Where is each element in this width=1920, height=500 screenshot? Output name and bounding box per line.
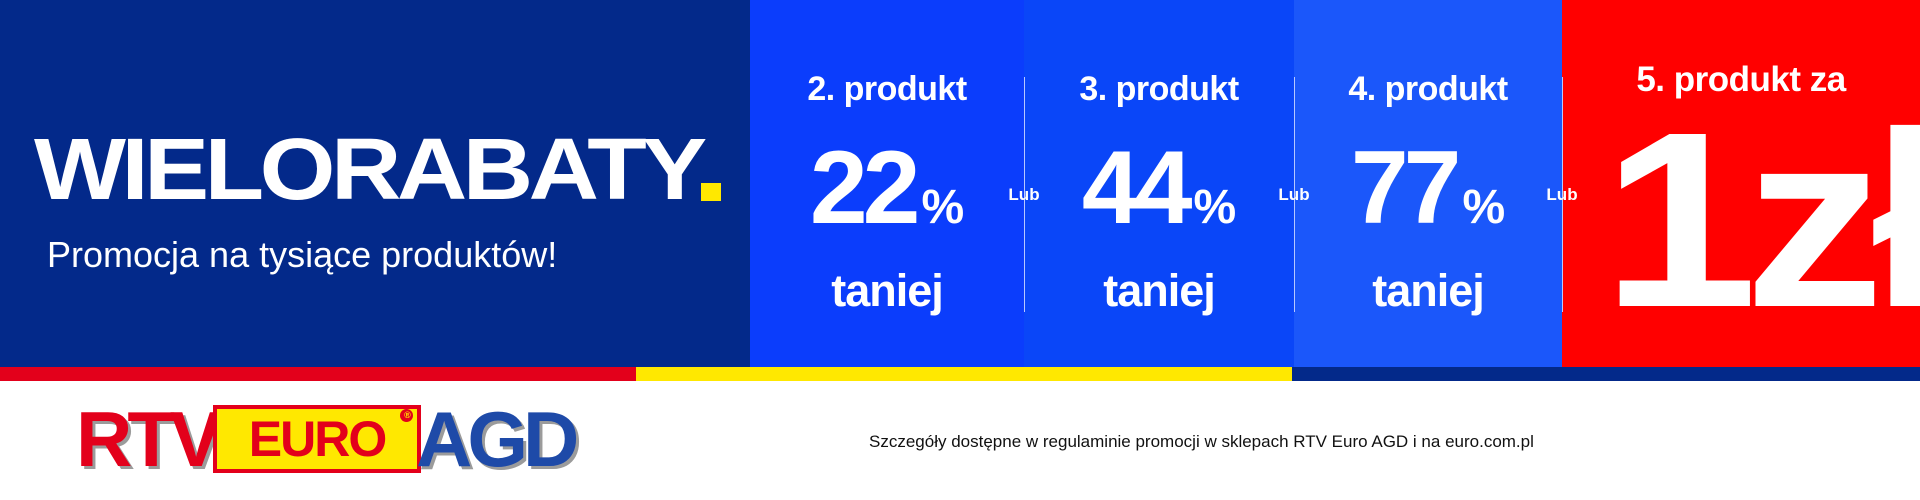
separator-label: Lub — [1546, 185, 1578, 204]
hero-title-dot — [701, 183, 721, 201]
offer-discount: 44% — [1024, 136, 1294, 240]
offer-divider — [1024, 77, 1025, 312]
promo-banner: WIELORABATY Promocja na tysiące produktó… — [0, 0, 1920, 367]
offer-discount: 77% — [1294, 136, 1562, 240]
discount-value: 77 — [1350, 130, 1462, 246]
offer-divider — [1562, 77, 1563, 312]
percent-sign: % — [1462, 181, 1506, 234]
logo-euro-box: EURO ® — [213, 405, 421, 473]
percent-sign: % — [921, 181, 965, 234]
offer-subtitle: taniej — [1103, 265, 1216, 316]
offer-title: 2. produkt — [807, 70, 967, 108]
logo-rtv-text: RTV — [76, 395, 222, 483]
offer-4th-product: 4. produkt 77% taniej — [1294, 0, 1562, 367]
offer-2nd-product: 2. produkt 22% taniej — [750, 0, 1024, 367]
stripe-red — [0, 367, 636, 381]
hero-subtitle: Promocja na tysiące produktów! — [47, 234, 558, 275]
offer-subtitle: taniej — [831, 265, 944, 316]
offer-title: 5. produkt za — [1636, 60, 1846, 99]
offer-price: 1zł — [1602, 80, 1920, 359]
offer-title: 3. produkt — [1079, 70, 1239, 108]
stripe-yellow — [636, 367, 1292, 381]
offer-3rd-product: 3. produkt 44% taniej — [1024, 0, 1294, 367]
hero-panel: WIELORABATY Promocja na tysiące produktó… — [0, 0, 750, 367]
hero-title: WIELORABATY — [34, 121, 707, 218]
registered-icon: ® — [400, 409, 413, 422]
offer-discount: 22% — [750, 136, 1024, 240]
offer-5th-product: 5. produkt za 1zł — [1562, 0, 1920, 367]
discount-value: 44 — [1081, 130, 1193, 246]
logo-agd-text: AGD — [416, 395, 579, 483]
offer-subtitle: taniej — [1372, 265, 1485, 316]
brand-logo[interactable]: RTV EURO ® AGD — [76, 400, 588, 492]
stripe-navy — [1292, 367, 1920, 381]
separator-label: Lub — [1008, 185, 1040, 204]
logo-euro-text: EURO — [248, 411, 387, 467]
separator-label: Lub — [1278, 185, 1310, 204]
offer-title: 4. produkt — [1348, 70, 1508, 108]
discount-value: 22 — [809, 130, 921, 246]
offer-divider — [1294, 77, 1295, 312]
terms-footnote: Szczegóły dostępne w regulaminie promocj… — [869, 432, 1534, 451]
percent-sign: % — [1193, 181, 1237, 234]
